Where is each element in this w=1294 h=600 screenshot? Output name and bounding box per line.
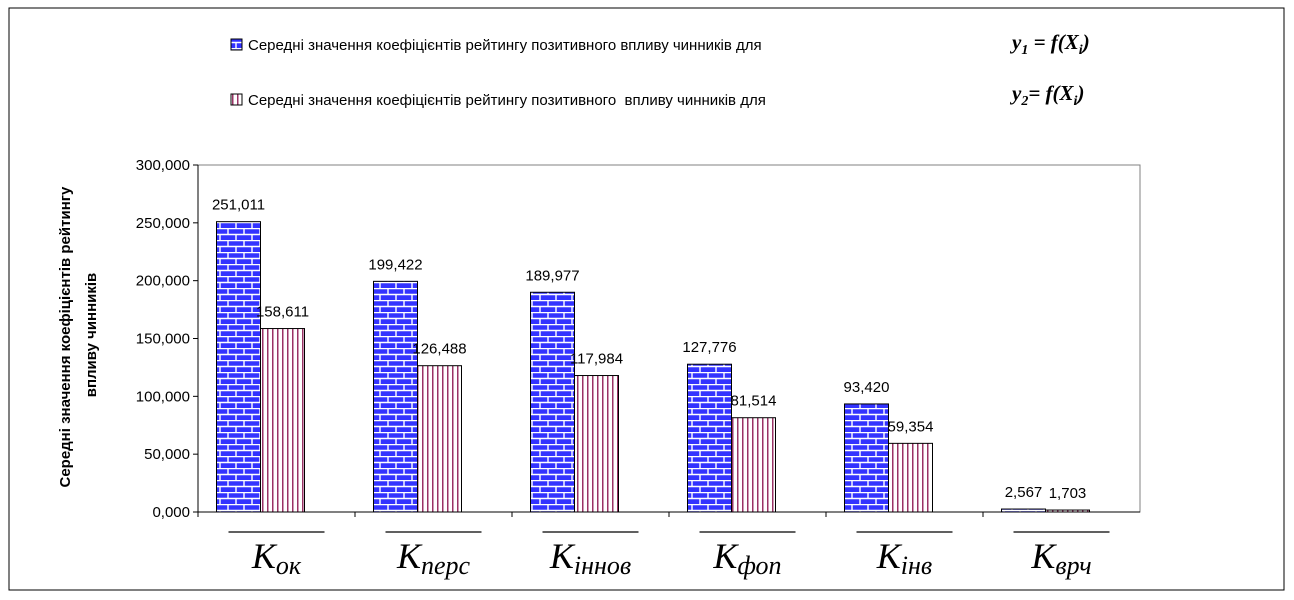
data-label: 189,977: [525, 267, 579, 284]
category-subscript: фоп: [737, 551, 781, 580]
y-tick-label: 300,000: [136, 157, 190, 174]
data-label: 81,514: [731, 393, 777, 410]
y-axis-label-line: Середні значення коефіцієнтів рейтингу: [57, 186, 74, 488]
legend-marker: [230, 38, 243, 51]
bar: [574, 375, 619, 513]
x-tick-label: Kок: [251, 536, 302, 580]
data-label: 2,567: [1005, 484, 1043, 501]
category-symbol: K: [251, 536, 278, 576]
legend-formula: y1 = f(Xi): [1009, 30, 1090, 58]
y-tick-label: 200,000: [136, 273, 190, 290]
bar: [1045, 509, 1090, 513]
bar: [731, 417, 776, 513]
bar: [687, 363, 732, 513]
formula-part: 2: [1020, 94, 1028, 109]
category-subscript: врч: [1055, 551, 1091, 580]
data-label: 199,422: [368, 256, 422, 273]
formula-part: = f(X: [1028, 81, 1074, 105]
bar: [1001, 508, 1046, 513]
y-tick-label: 150,000: [136, 331, 190, 348]
y-axis-label-line: впливу чинників: [83, 273, 100, 398]
x-tick-label: Kперс: [396, 536, 471, 580]
data-label: 93,420: [844, 379, 890, 396]
category-subscript: іннов: [574, 551, 631, 580]
x-tick-label: Kіннов: [549, 536, 631, 580]
bar: [888, 442, 933, 513]
legend-label: Середні значення коефіцієнтів рейтингу п…: [248, 92, 766, 109]
bar: [216, 221, 261, 513]
bar: [373, 280, 418, 513]
y-tick-label: 250,000: [136, 215, 190, 232]
category-symbol: K: [712, 536, 739, 576]
legend-marker: [230, 93, 243, 106]
x-tick-label: Kфоп: [712, 536, 781, 580]
bar: [417, 365, 462, 513]
formula-part: 1: [1021, 43, 1028, 58]
legend-formula: y2= f(Xi): [1009, 81, 1084, 109]
data-label: 251,011: [212, 197, 265, 214]
bar: [260, 328, 305, 513]
y-tick-label: 50,000: [144, 446, 190, 463]
data-label: 117,984: [570, 351, 623, 368]
formula-part: y: [1009, 30, 1022, 54]
bar: [530, 291, 575, 513]
formula-part: i: [1074, 94, 1078, 109]
formula-part: i: [1079, 43, 1083, 58]
category-symbol: K: [876, 536, 903, 576]
formula-part: y: [1009, 81, 1022, 105]
y-axis-label: Середні значення коефіцієнтів рейтингу в…: [57, 182, 100, 487]
y-tick-label: 100,000: [136, 388, 190, 405]
category-subscript: інв: [901, 551, 932, 580]
category-symbol: K: [549, 536, 576, 576]
data-label: 158,611: [256, 304, 309, 321]
data-label: 59,354: [888, 418, 934, 435]
legend-label: Середні значення коефіцієнтів рейтингу п…: [248, 37, 762, 54]
category-symbol: K: [396, 536, 423, 576]
x-tick-label: Kінв: [876, 536, 932, 580]
data-label: 127,776: [682, 339, 736, 356]
data-label: 1,703: [1049, 485, 1087, 502]
category-subscript: ок: [276, 551, 302, 580]
category-symbol: K: [1030, 536, 1057, 576]
formula-part: ): [1081, 30, 1090, 54]
x-tick-label: Kврч: [1030, 536, 1091, 580]
category-subscript: перс: [421, 551, 471, 580]
y-tick-label: 0,000: [152, 504, 190, 521]
data-label: 126,488: [412, 341, 466, 358]
formula-part: ): [1075, 81, 1084, 105]
bar: [844, 403, 889, 513]
formula-part: = f(X: [1028, 30, 1079, 54]
